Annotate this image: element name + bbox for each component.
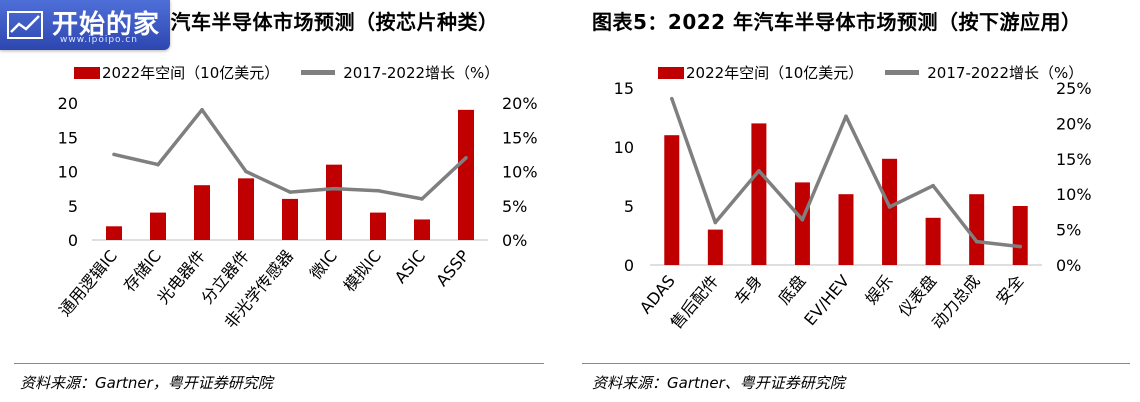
y-left-tick-label: 10 [614,138,634,157]
y-right-tick-label: 15% [1056,150,1092,169]
legend-label-bar: 2022年空间（10亿美元） [686,64,864,82]
line-point [887,205,892,209]
legend-label-bar: 2022年空间（10亿美元） [102,64,280,82]
left-chart-panel: 年汽车半导体市场预测（按芯片种类） 2022年空间（10亿美元） 2017-20… [0,0,555,402]
chart-title: 图表5：2022 年汽车半导体市场预测（按下游应用） [592,10,1082,34]
y-right-tick-label: 0% [502,231,527,250]
y-left-tick-label: 0 [68,231,78,250]
line-point [669,96,674,101]
line-point [244,169,248,174]
chart-source: 资料来源：Gartner、粤开证券研究院 [592,374,845,392]
bar [882,158,898,265]
line-point [757,169,761,173]
legend-item-bar: 2022年空间（10亿美元） [74,62,279,83]
bar [414,219,430,240]
line-point [200,108,204,112]
bar [664,135,680,265]
line-point [288,190,292,194]
bar [106,226,122,240]
bar [794,182,810,265]
x-category-label: 存储IC [120,246,165,295]
legend-label-line: 2017-2022增长（%） [927,64,1084,82]
line-point [156,162,160,167]
y-left-tick-label: 10 [58,163,78,182]
legend-swatch-line [885,70,920,75]
y-left-tick-label: 5 [624,197,634,216]
bar [969,194,985,265]
bar [194,185,210,240]
line-point [112,152,116,157]
x-category-label: ASSP [432,246,473,290]
logo-text: 开始的家 [52,10,161,40]
bar [925,217,941,265]
y-left-tick-label: 15 [614,79,634,98]
chart-title: 年汽车半导体市场预测（按芯片种类） [150,10,499,34]
y-right-tick-label: 10% [1056,185,1092,204]
bar [1012,206,1028,265]
logo-chart-icon [7,11,43,39]
line-point [1018,244,1023,249]
y-right-tick-label: 20% [1056,114,1092,133]
bar [150,212,166,240]
line-point [931,183,935,188]
x-category-label: 娱乐 [861,271,896,308]
y-right-tick-label: 25% [1056,79,1092,98]
legend-swatch-line [301,70,336,75]
bar [326,164,342,240]
legend-item-bar: 2022年空间（10亿美元） [658,62,863,83]
y-right-tick-label: 15% [502,128,538,147]
x-category-label: 模拟IC [340,246,385,295]
y-left-tick-label: 0 [624,256,634,275]
line-point [800,217,805,222]
y-left-tick-label: 15 [58,128,78,147]
footer-divider [14,363,544,364]
x-category-label: ASIC [391,246,429,287]
legend-label-line: 2017-2022增长（%） [343,64,500,82]
line-point [974,239,979,244]
y-right-tick-label: 0% [1056,256,1081,275]
bar [458,109,474,240]
series-line [113,108,468,201]
bar [751,123,767,266]
y-left-tick-label: 5 [68,197,78,216]
chart-legend: 2022年空间（10亿美元） 2017-2022增长（%） [74,62,521,83]
chart-legend: 2022年空间（10亿美元） 2017-2022增长（%） [658,62,1105,83]
legend-swatch-bar [658,66,684,79]
line-point [713,220,718,225]
y-right-tick-label: 5% [502,197,527,216]
chart-source: 资料来源：Gartner，粤开证券研究院 [20,374,273,392]
footer-divider [582,363,1130,364]
bar [838,194,854,265]
line-point [844,114,848,119]
bar [282,198,298,240]
right-chart-panel: 图表5：2022 年汽车半导体市场预测（按下游应用） 2022年空间（10亿美元… [572,0,1140,402]
y-right-tick-label: 5% [1056,221,1081,240]
y-right-tick-label: 10% [502,163,538,182]
bar [238,178,254,240]
legend-item-line: 2017-2022增长（%） [301,62,499,83]
x-category-label: EV/HEV [800,271,853,329]
legend-item-line: 2017-2022增长（%） [885,62,1083,83]
bar [707,229,723,265]
x-category-label: 安全 [992,271,1027,308]
site-logo: 开始的家 www.ipoipo.cn [0,0,170,50]
y-left-tick-label: 20 [58,94,78,113]
x-category-label: 通用逻辑IC [55,246,121,319]
left-chart-plot: 051015200%5%10%15%20%通用逻辑IC存储IC光电器件分立器件非… [55,94,538,332]
legend-swatch-bar [74,66,100,79]
logo-url: www.ipoipo.cn [60,35,138,45]
line-point [464,156,468,160]
x-category-label: 微IC [306,246,341,283]
x-category-label: 车身 [731,271,766,308]
x-category-label: ADAS [636,271,679,317]
line-point [420,197,424,201]
bar [370,212,386,240]
line-point [376,188,380,193]
y-right-tick-label: 20% [502,94,538,113]
x-category-label: 底盘 [774,271,809,308]
line-point [332,186,336,191]
